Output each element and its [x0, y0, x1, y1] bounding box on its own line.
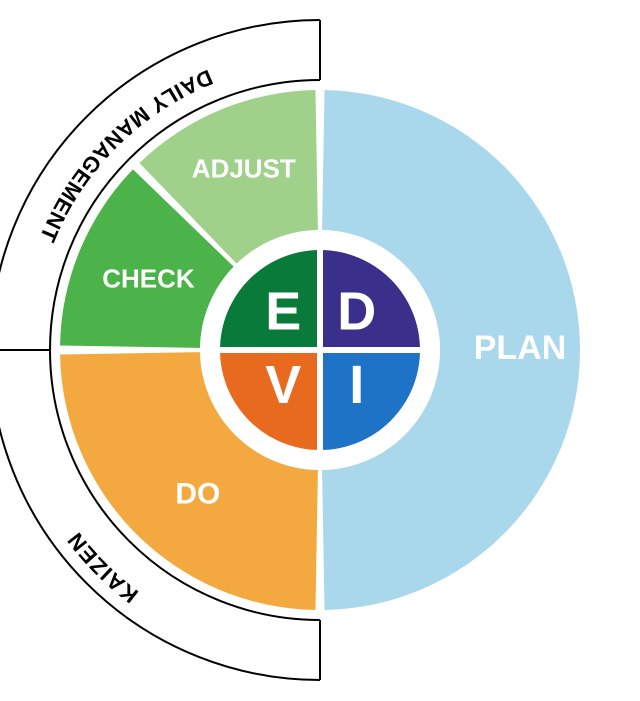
outer-arc-label-kaizen: KAIZEN	[62, 527, 143, 608]
label-check: CHECK	[102, 264, 195, 294]
label-adjust: ADJUST	[192, 153, 296, 183]
core-letter-d: D	[337, 281, 376, 341]
core-letter-v: V	[265, 355, 301, 415]
core-letter-e: E	[265, 281, 301, 341]
label-do: DO	[175, 477, 220, 510]
core-letter-i: I	[349, 355, 364, 415]
label-plan: PLAN	[474, 329, 567, 367]
